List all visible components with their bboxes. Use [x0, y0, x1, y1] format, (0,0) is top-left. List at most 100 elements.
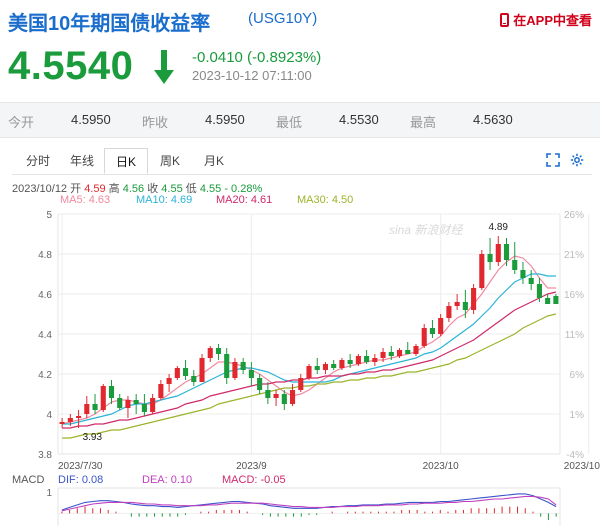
watermark: sina 新浪财经: [389, 223, 464, 237]
candle-body: [364, 356, 370, 362]
candle-body: [207, 348, 213, 358]
candle-body: [503, 244, 510, 260]
x-tick-label: 2023/9: [236, 461, 267, 472]
y-tick-label: 5: [46, 210, 52, 221]
info-open-label: 开: [70, 183, 82, 195]
candle-body: [67, 418, 73, 422]
candle-body: [495, 244, 501, 262]
macd-dif-line: [61, 493, 557, 511]
down-arrow-icon: [154, 50, 174, 84]
open-in-app-label: 在APP中查看: [513, 13, 592, 28]
y-tick-label: 3.8: [38, 450, 52, 461]
candle-body: [454, 302, 460, 306]
y2-tick-label: 1%: [570, 410, 585, 421]
candle-body: [405, 350, 411, 354]
ohlc-info: 2023/10/12 开 4.59 高 4.56 收 4.55 低 4.55 -…: [12, 180, 262, 196]
open-in-app-link[interactable]: 在APP中查看: [500, 10, 592, 29]
macd-dif: DIF: 0.08: [58, 474, 104, 486]
y-tick-label: 4.6: [38, 290, 52, 301]
phone-icon: [500, 12, 510, 27]
quote-time: 2023-10-12 07:11:00: [192, 68, 312, 83]
ticker-code: (USG10Y): [248, 10, 318, 27]
macd-label: MACD: [12, 474, 45, 486]
y2-tick-label: -4%: [566, 450, 584, 461]
y-tick-label: 4.2: [38, 370, 52, 381]
candle-body: [125, 400, 131, 408]
info-close: 4.55: [161, 183, 183, 195]
stat-value: 4.5950: [205, 112, 245, 127]
x-tick-label: 2023/7/30: [58, 461, 103, 472]
candle-body: [141, 404, 147, 412]
candle-body: [240, 362, 246, 370]
stat-low: 最低 4.5530: [276, 112, 379, 131]
y2-tick-label: 11%: [565, 330, 584, 341]
stat-value: 4.5530: [339, 112, 379, 127]
ma20-legend: MA20: 4.61: [216, 194, 273, 206]
candlestick-chart[interactable]: 5 26%4.8 21%4.6 16%4.4 11%4.2 6%4 1%3.8 -4%2023…: [0, 204, 600, 474]
macd-value: MACD: -0.05: [222, 474, 286, 486]
period-tabs: 分时 年线 日K 周K 月K: [12, 148, 592, 175]
candle-body: [265, 390, 271, 398]
tab-daily-k[interactable]: 日K: [104, 148, 148, 174]
ma-line-ma30: [62, 313, 557, 439]
stats-bar: 今开 4.5950 昨收 4.5950 最低 4.5530 最高 4.5630: [0, 102, 600, 138]
x-tick-label: 2023/10/12: [564, 461, 600, 472]
candle-body: [306, 366, 312, 378]
candle-body: [388, 352, 394, 356]
candle-body: [100, 386, 106, 410]
candle-body: [413, 346, 419, 354]
candle-body: [248, 370, 254, 378]
ma5-legend: MA5: 4.63: [60, 194, 111, 206]
stat-high: 最高 4.5630: [410, 112, 513, 131]
candle-body: [380, 352, 386, 358]
price-change: -0.0410 (-0.8923%): [192, 49, 322, 66]
extreme-label: 3.93: [83, 432, 103, 443]
candle-body: [355, 356, 361, 364]
candle-body: [446, 306, 452, 318]
y2-tick-label: 21%: [564, 250, 584, 261]
tab-monthly-k[interactable]: 月K: [203, 154, 224, 168]
macd-y-tick: 1: [46, 488, 52, 499]
settings-icon[interactable]: [570, 153, 584, 167]
y-tick-label: 4.4: [38, 330, 52, 341]
stat-value: 4.5950: [71, 112, 111, 127]
candle-body: [273, 394, 279, 398]
stat-label: 最低: [276, 115, 303, 130]
candle-body: [314, 366, 320, 370]
tab-yearly[interactable]: 年线: [69, 154, 94, 168]
header: 美国10年期国债收益率 (USG10Y) 在APP中查看: [0, 0, 600, 38]
candle-body: [108, 386, 115, 398]
candle-body: [257, 378, 263, 390]
stat-value: 4.5630: [473, 112, 513, 127]
candle-body: [528, 278, 534, 284]
info-date: 2023/10/12: [12, 183, 68, 195]
info-change: - 0.28%: [224, 183, 263, 195]
info-high-label: 高: [108, 183, 120, 195]
candle-body: [322, 364, 329, 370]
candle-body: [191, 376, 197, 382]
y-tick-label: 4.8: [38, 250, 52, 261]
candle-body: [520, 270, 526, 278]
macd-dea: DEA: 0.10: [142, 474, 193, 486]
candle-body: [158, 384, 164, 398]
info-close-label: 收: [147, 183, 159, 195]
candle-body: [281, 394, 287, 404]
y-tick-label: 4: [46, 410, 52, 421]
info-low-label: 低: [185, 183, 197, 195]
candle-body: [298, 378, 304, 390]
candle-body: [479, 254, 485, 288]
candle-body: [553, 296, 559, 304]
candle-body: [396, 350, 403, 356]
candle-body: [117, 398, 123, 408]
fullscreen-icon[interactable]: [546, 153, 560, 167]
candle-body: [438, 318, 444, 334]
candle-body: [84, 404, 90, 414]
extreme-label: 4.89: [489, 222, 509, 233]
info-high: 4.56: [122, 183, 145, 195]
tab-intraday[interactable]: 分时: [25, 154, 50, 168]
stat-label: 今开: [8, 115, 35, 130]
candle-body: [59, 422, 65, 424]
tab-weekly-k[interactable]: 周K: [159, 154, 180, 168]
candle-body: [92, 404, 98, 410]
candle-body: [471, 288, 477, 310]
